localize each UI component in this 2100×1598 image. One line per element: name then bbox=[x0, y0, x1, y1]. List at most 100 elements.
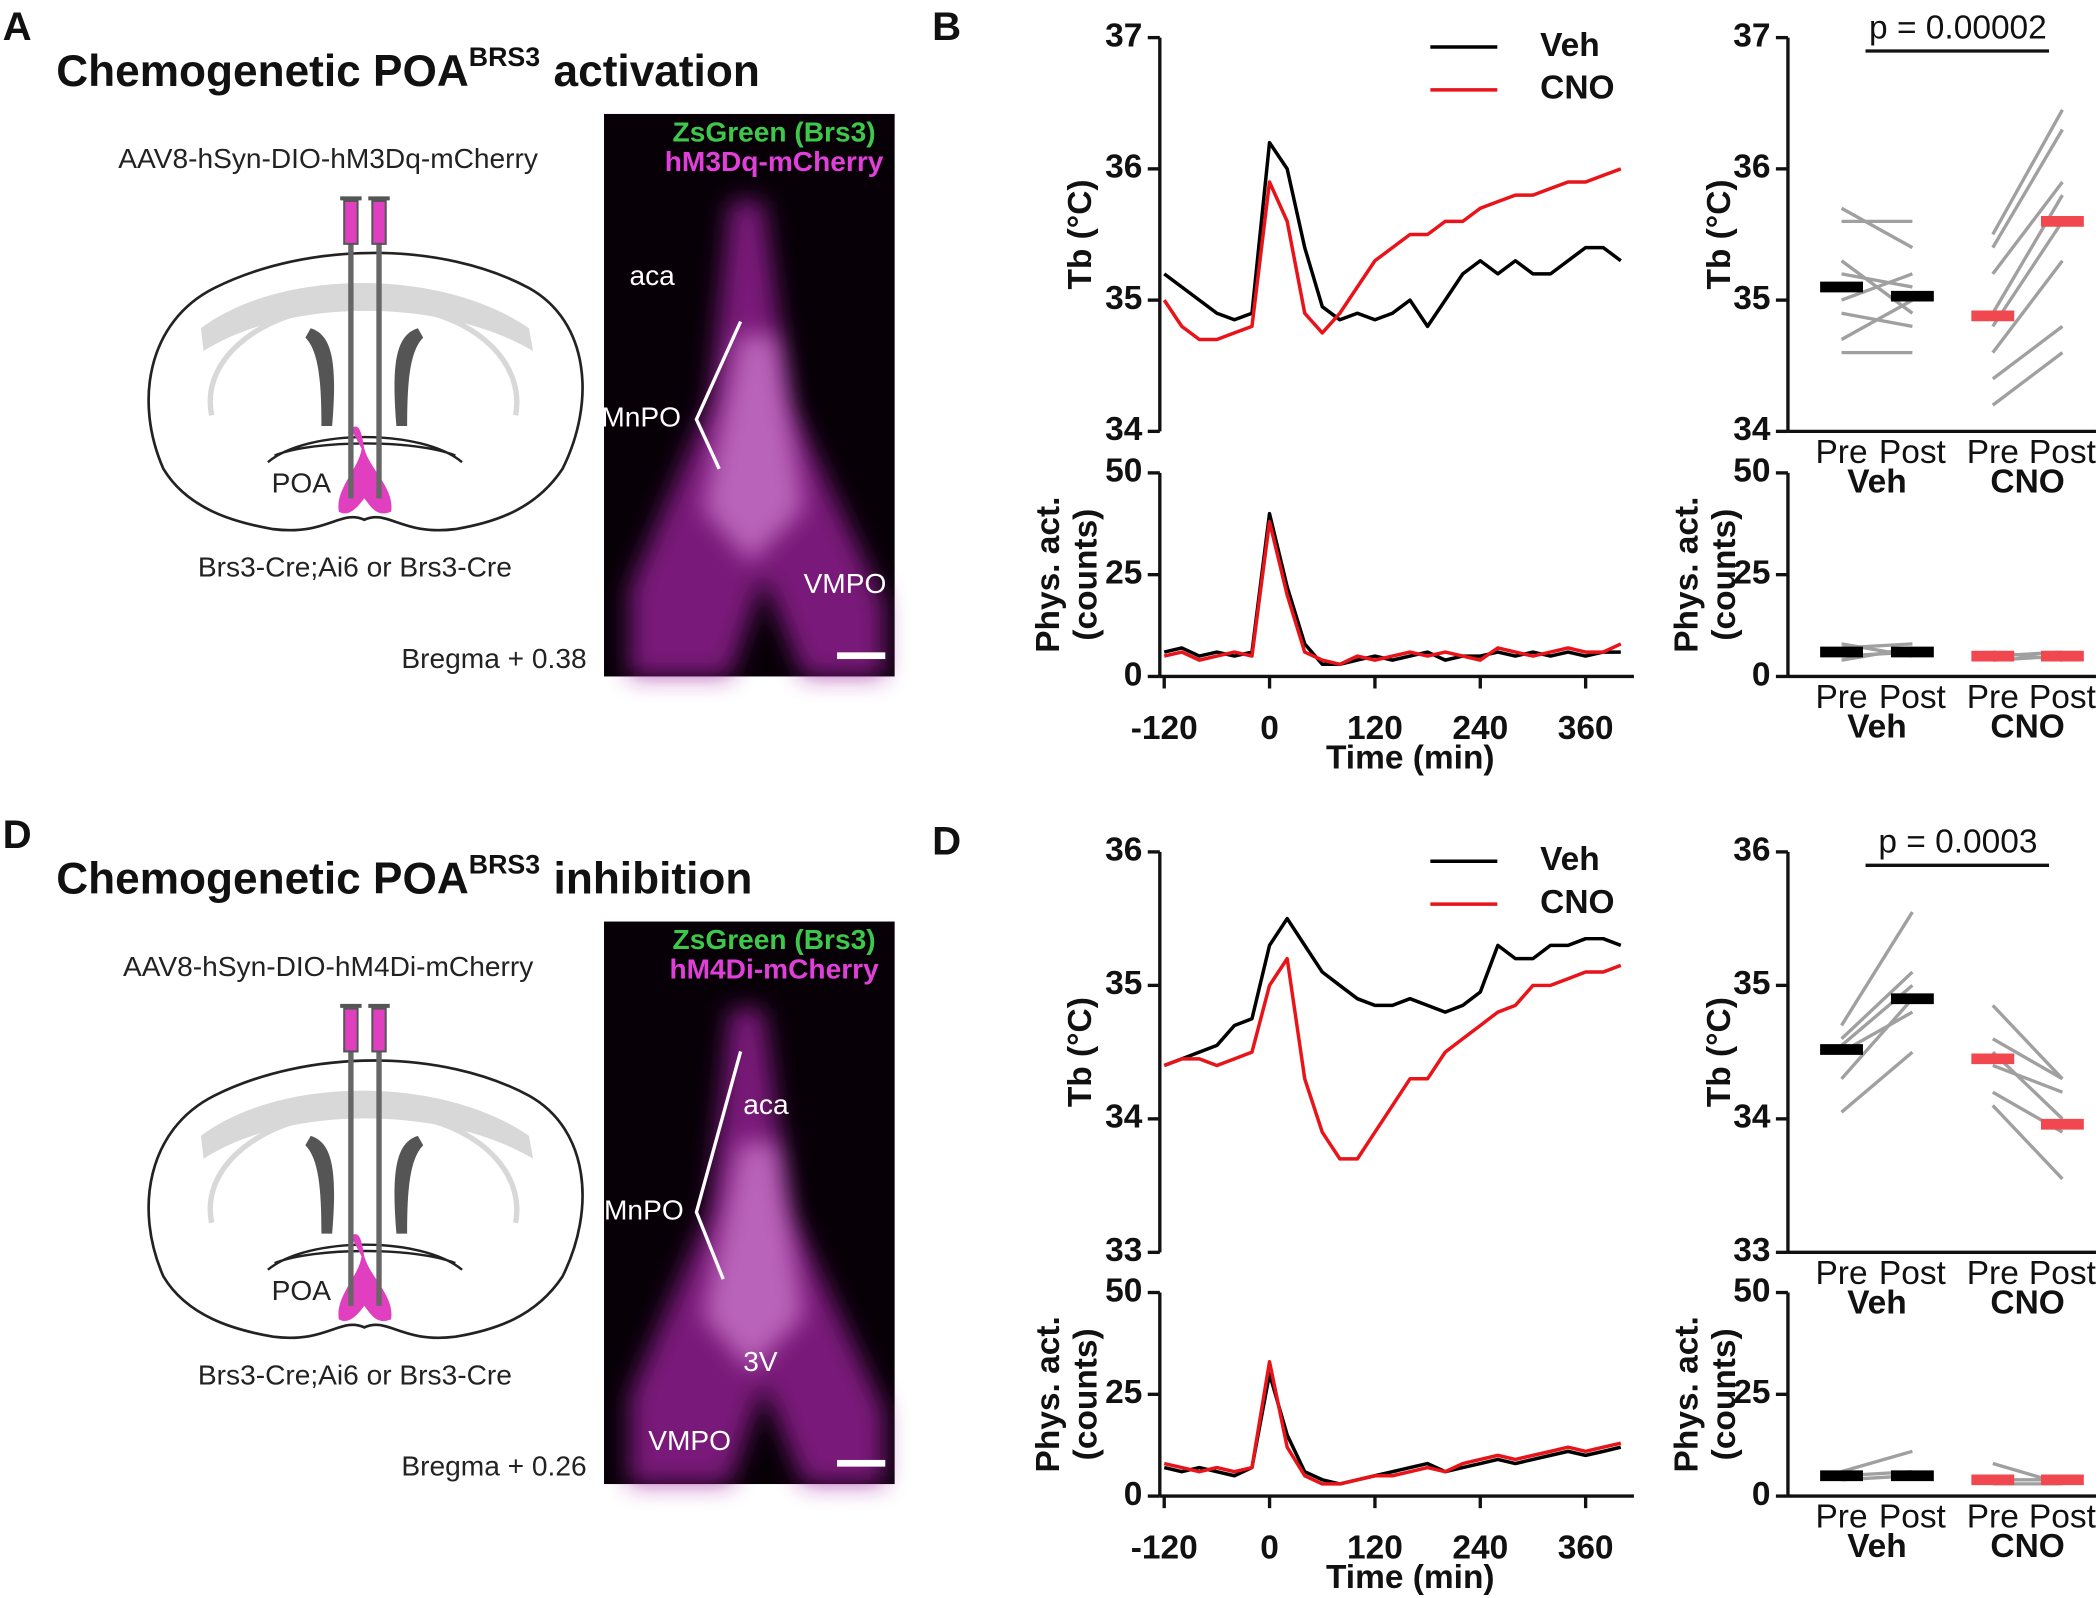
y-tick-label: 37 bbox=[1733, 17, 1770, 54]
y-tick-label: 0 bbox=[1124, 656, 1143, 693]
y-axis-label: Tb (°C) bbox=[1701, 179, 1738, 289]
y-tick-label: 0 bbox=[1124, 1476, 1143, 1513]
condition-label: Pre bbox=[1967, 1499, 2019, 1536]
x-tick-label: 120 bbox=[1347, 1530, 1403, 1567]
y-tick-label: 35 bbox=[1733, 280, 1770, 317]
bregma-label: Bregma + 0.26 bbox=[401, 1450, 586, 1481]
y-tick-label: 25 bbox=[1105, 555, 1142, 592]
brain-schematic bbox=[149, 198, 583, 530]
condition-label: Pre bbox=[1967, 1255, 2019, 1292]
y-tick-label: 25 bbox=[1105, 1374, 1142, 1411]
condition-label: Pre bbox=[1815, 434, 1867, 471]
region-pointer bbox=[694, 1051, 743, 1280]
x-tick-label: 360 bbox=[1558, 710, 1614, 747]
individual-line bbox=[1991, 1004, 2064, 1080]
y-tick-label: 33 bbox=[1733, 1232, 1770, 1269]
y-axis-label: (counts) bbox=[1067, 509, 1104, 641]
individual-line bbox=[1991, 259, 2064, 354]
y-tick-label: 25 bbox=[1733, 1374, 1770, 1411]
legend-label: CNO bbox=[1540, 884, 1614, 921]
data-line bbox=[1163, 916, 1622, 1068]
legend-label: Veh bbox=[1540, 27, 1600, 64]
condition-label: Pre bbox=[1815, 679, 1867, 716]
title-end: activation bbox=[554, 46, 760, 95]
condition-label: Pre bbox=[1967, 434, 2019, 471]
individual-line bbox=[1991, 325, 2064, 381]
individual-line bbox=[1840, 997, 1914, 1080]
y-tick-label: 50 bbox=[1733, 1272, 1770, 1309]
individual-line bbox=[1991, 128, 2064, 249]
group-label: CNO bbox=[1990, 463, 2064, 500]
individual-line bbox=[1991, 1104, 2064, 1181]
panel-letter: D bbox=[3, 812, 32, 857]
y-tick-label: 35 bbox=[1733, 965, 1770, 1002]
title-superscript: BRS3 bbox=[469, 42, 540, 72]
individual-line bbox=[1840, 1050, 1914, 1114]
y-tick-label: 36 bbox=[1733, 149, 1770, 186]
condition-label: Pre bbox=[1967, 679, 2019, 716]
individual-line bbox=[1840, 272, 1913, 302]
genotype-label: Brs3-Cre;Ai6 or Brs3-Cre bbox=[198, 1359, 512, 1390]
group-label: Veh bbox=[1847, 1284, 1907, 1321]
bregma-label: Bregma + 0.38 bbox=[401, 643, 586, 674]
y-tick-label: 34 bbox=[1733, 411, 1771, 448]
group-label: CNO bbox=[1990, 709, 2064, 746]
y-tick-label: 50 bbox=[1105, 453, 1142, 490]
individual-line bbox=[1991, 108, 2064, 236]
region-label: MnPO bbox=[601, 402, 681, 433]
individual-line bbox=[1992, 1063, 2064, 1094]
x-tick-label: 360 bbox=[1558, 1530, 1614, 1567]
group-label: CNO bbox=[1990, 1284, 2064, 1321]
data-line bbox=[1163, 520, 1622, 667]
individual-line bbox=[1840, 911, 1914, 1027]
y-tick-label: 34 bbox=[1105, 411, 1143, 448]
group-label: Veh bbox=[1847, 463, 1907, 500]
individual-line bbox=[1991, 1037, 2064, 1081]
data-line bbox=[1162, 167, 1622, 342]
title-superscript: BRS3 bbox=[469, 850, 540, 880]
individual-line bbox=[1991, 194, 2064, 315]
p-value: p = 0.00002 bbox=[1869, 9, 2047, 46]
y-axis-label: Tb (°C) bbox=[1062, 997, 1099, 1107]
region-label: POA bbox=[272, 467, 332, 498]
region-label: 3V bbox=[743, 1346, 778, 1377]
individual-line bbox=[1991, 351, 2064, 407]
condition-label: Post bbox=[2029, 1255, 2097, 1292]
y-tick-label: 50 bbox=[1733, 453, 1770, 490]
y-tick-label: 36 bbox=[1105, 149, 1142, 186]
y-tick-label: 34 bbox=[1733, 1099, 1771, 1136]
condition-label: Post bbox=[2029, 1499, 2097, 1536]
individual-line bbox=[1991, 220, 2064, 328]
individual-line bbox=[1991, 180, 2064, 275]
region-label: MnPO bbox=[604, 1195, 684, 1226]
panel-letter: A bbox=[3, 4, 32, 49]
x-tick-label: 0 bbox=[1260, 710, 1279, 747]
data-line bbox=[1163, 956, 1622, 1161]
y-axis-label: Tb (°C) bbox=[1701, 997, 1738, 1107]
y-tick-label: 36 bbox=[1733, 832, 1770, 869]
condition-label: Pre bbox=[1815, 1499, 1867, 1536]
data-line bbox=[1163, 140, 1622, 329]
y-axis-label: Phys. act. bbox=[1030, 1316, 1067, 1472]
x-tick-label: 0 bbox=[1260, 1530, 1279, 1567]
panel-title: Chemogenetic POABRS3 activation bbox=[56, 42, 760, 95]
individual-line bbox=[1840, 298, 1914, 341]
title-main: Chemogenetic POA bbox=[56, 854, 469, 903]
condition-label: Post bbox=[1879, 679, 1947, 716]
group-label: Veh bbox=[1847, 709, 1907, 746]
region-label: VMPO bbox=[648, 1425, 731, 1456]
region-label: aca bbox=[629, 260, 675, 291]
brain-schematic bbox=[149, 1006, 583, 1338]
data-line bbox=[1163, 1372, 1622, 1486]
individual-line bbox=[1840, 970, 1914, 1040]
legend-label: Veh bbox=[1540, 841, 1600, 878]
y-tick-label: 50 bbox=[1105, 1272, 1142, 1309]
x-tick-label: -120 bbox=[1131, 710, 1198, 747]
individual-line bbox=[1841, 1449, 1913, 1474]
condition-label: Post bbox=[2029, 434, 2097, 471]
group-label: Veh bbox=[1847, 1528, 1907, 1565]
x-tick-label: -120 bbox=[1131, 1530, 1198, 1567]
image-legend: ZsGreen (Brs3) bbox=[673, 116, 876, 147]
